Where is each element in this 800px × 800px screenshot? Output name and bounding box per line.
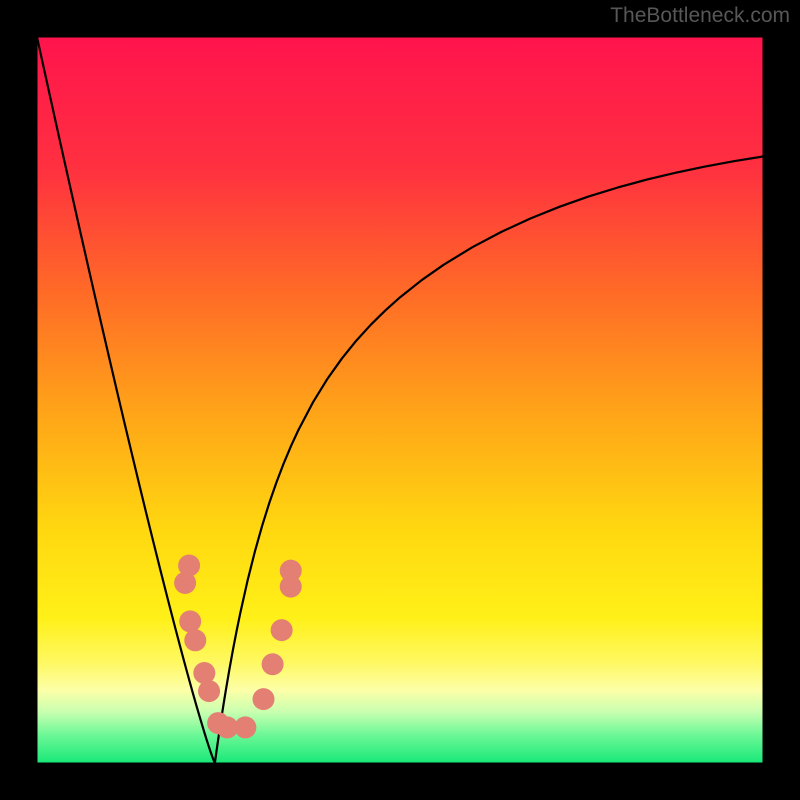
curve-marker <box>262 653 284 675</box>
bottleneck-chart <box>0 0 800 800</box>
curve-marker <box>184 629 206 651</box>
chart-container: TheBottleneck.com <box>0 0 800 800</box>
curve-marker <box>280 560 302 582</box>
curve-marker <box>271 619 293 641</box>
curve-marker <box>174 572 196 594</box>
chart-gradient-background <box>37 37 763 763</box>
watermark-text: TheBottleneck.com <box>610 4 790 28</box>
curve-marker <box>179 610 201 632</box>
curve-marker <box>253 688 275 710</box>
curve-marker <box>198 680 220 702</box>
curve-marker <box>234 716 256 738</box>
